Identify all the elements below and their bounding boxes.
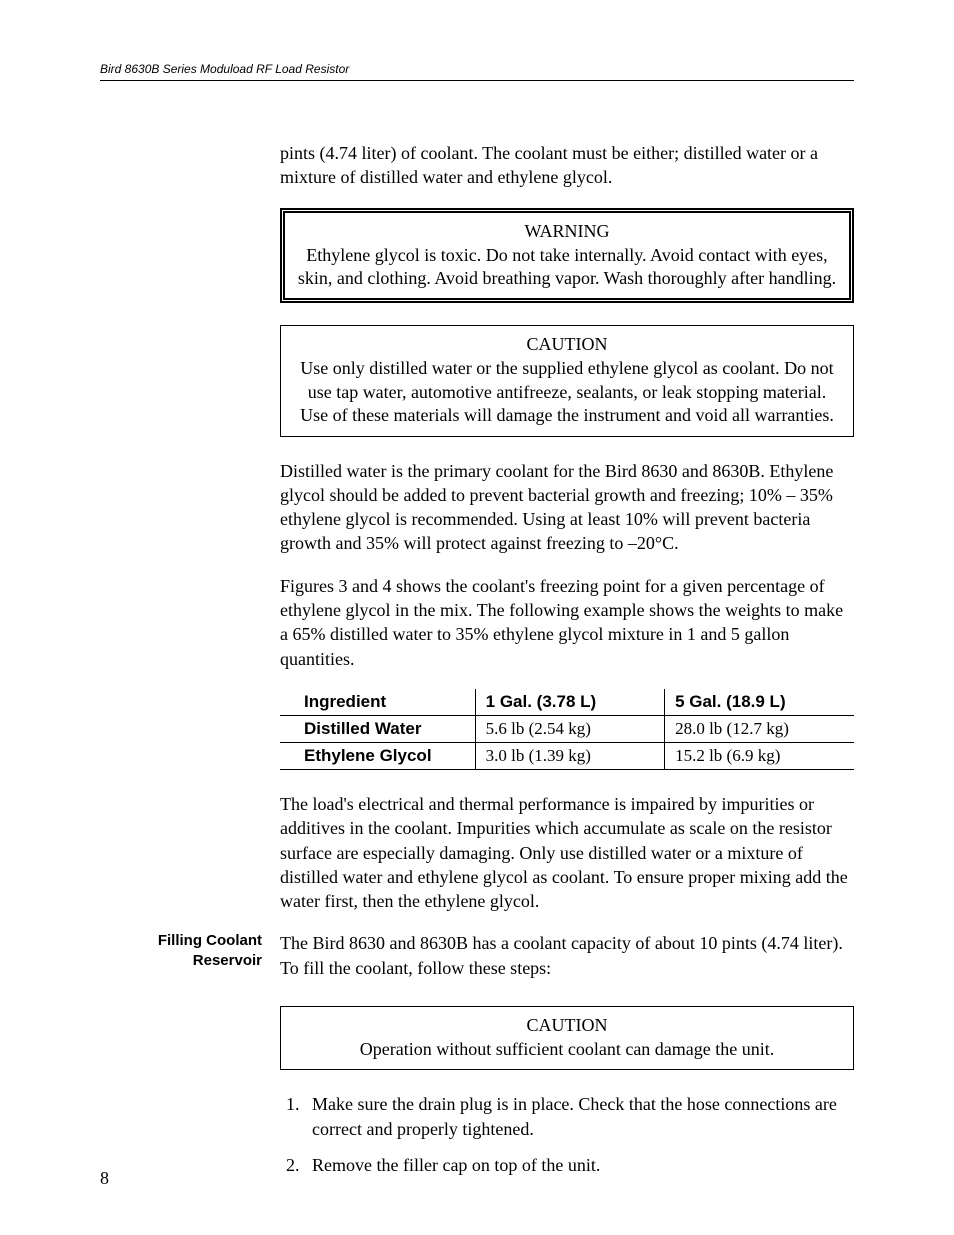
paragraph-3: The load's electrical and thermal perfor…	[280, 792, 854, 913]
caution-body-1: Use only distilled water or the supplied…	[293, 357, 841, 427]
table-row: Distilled Water 5.6 lb (2.54 kg) 28.0 lb…	[280, 715, 854, 742]
section-filling-coolant: Filling Coolant Reservoir The Bird 8630 …	[100, 931, 854, 994]
table-row-label: Ethylene Glycol	[280, 742, 475, 769]
table-cell: 5.6 lb (2.54 kg)	[475, 715, 664, 742]
warning-title: WARNING	[297, 221, 837, 242]
paragraph-1: Distilled water is the primary coolant f…	[280, 459, 854, 556]
table-row-label: Distilled Water	[280, 715, 475, 742]
table-col-1: 1 Gal. (3.78 L)	[475, 689, 664, 716]
warning-body: Ethylene glycol is toxic. Do not take in…	[297, 244, 837, 291]
table-cell: 15.2 lb (6.9 kg)	[665, 742, 854, 769]
caution-title-1: CAUTION	[293, 334, 841, 355]
caution-box-2: CAUTION Operation without sufficient coo…	[280, 1006, 854, 1070]
page-header: Bird 8630B Series Moduload RF Load Resis…	[100, 60, 854, 81]
caution-box-1: CAUTION Use only distilled water or the …	[280, 325, 854, 436]
list-item: Remove the filler cap on top of the unit…	[304, 1153, 854, 1177]
list-item: Make sure the drain plug is in place. Ch…	[304, 1092, 854, 1141]
steps-list: Make sure the drain plug is in place. Ch…	[280, 1092, 854, 1177]
table-col-0: Ingredient	[280, 689, 475, 716]
intro-paragraph: pints (4.74 liter) of coolant. The coola…	[280, 141, 854, 190]
mixture-table: Ingredient 1 Gal. (3.78 L) 5 Gal. (18.9 …	[280, 689, 854, 770]
section-intro: The Bird 8630 and 8630B has a coolant ca…	[280, 931, 854, 980]
caution-title-2: CAUTION	[293, 1015, 841, 1036]
header-title: Bird 8630B Series Moduload RF Load Resis…	[100, 62, 349, 76]
paragraph-2: Figures 3 and 4 shows the coolant's free…	[280, 574, 854, 671]
warning-box: WARNING Ethylene glycol is toxic. Do not…	[280, 208, 854, 304]
table-cell: 3.0 lb (1.39 kg)	[475, 742, 664, 769]
caution-body-2: Operation without sufficient coolant can…	[293, 1038, 841, 1061]
section-margin-label: Filling Coolant Reservoir	[100, 931, 280, 970]
page-number: 8	[100, 1168, 109, 1189]
table-col-2: 5 Gal. (18.9 L)	[665, 689, 854, 716]
table-cell: 28.0 lb (12.7 kg)	[665, 715, 854, 742]
table-header-row: Ingredient 1 Gal. (3.78 L) 5 Gal. (18.9 …	[280, 689, 854, 716]
table-row: Ethylene Glycol 3.0 lb (1.39 kg) 15.2 lb…	[280, 742, 854, 769]
